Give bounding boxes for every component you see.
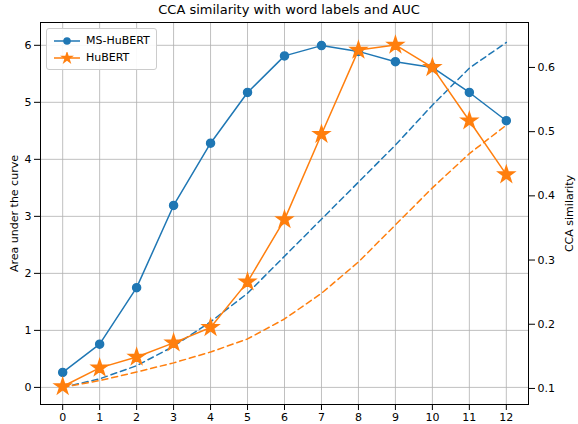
svg-text:0.3: 0.3 [538,254,556,267]
svg-text:4: 4 [207,411,214,424]
svg-text:4: 4 [25,153,32,166]
html-text:HuBERT: HuBERT [86,51,130,64]
svg-text:5: 5 [25,96,32,109]
svg-text:3: 3 [170,411,177,424]
svg-text:11: 11 [462,411,476,424]
svg-text:0: 0 [59,411,66,424]
svg-text:0.1: 0.1 [538,382,556,395]
svg-text:0.4: 0.4 [538,189,556,202]
svg-text:5: 5 [244,411,251,424]
svg-text:0: 0 [25,381,32,394]
svg-text:6: 6 [281,411,288,424]
svg-text:0.5: 0.5 [538,125,556,138]
svg-text:Area under the curve: Area under the curve [8,155,21,272]
svg-text:CCA similarity: CCA similarity [563,174,576,252]
svg-text:1: 1 [25,324,32,337]
html-text:MS-HuBERT: MS-HuBERT [86,34,150,47]
svg-text:8: 8 [355,411,362,424]
svg-text:0.2: 0.2 [538,318,556,331]
svg-text:10: 10 [425,411,439,424]
svg-text:0.6: 0.6 [538,61,556,74]
svg-text:2: 2 [133,411,140,424]
svg-text:3: 3 [25,210,32,223]
svg-text:6: 6 [25,39,32,52]
svg-text:12: 12 [499,411,513,424]
html-text:CCA similarity with word label: CCA similarity with word labels and AUC [158,2,420,17]
svg-text:7: 7 [318,411,325,424]
svg-text:2: 2 [25,267,32,280]
svg-text:9: 9 [392,411,399,424]
svg-text:1: 1 [96,411,103,424]
